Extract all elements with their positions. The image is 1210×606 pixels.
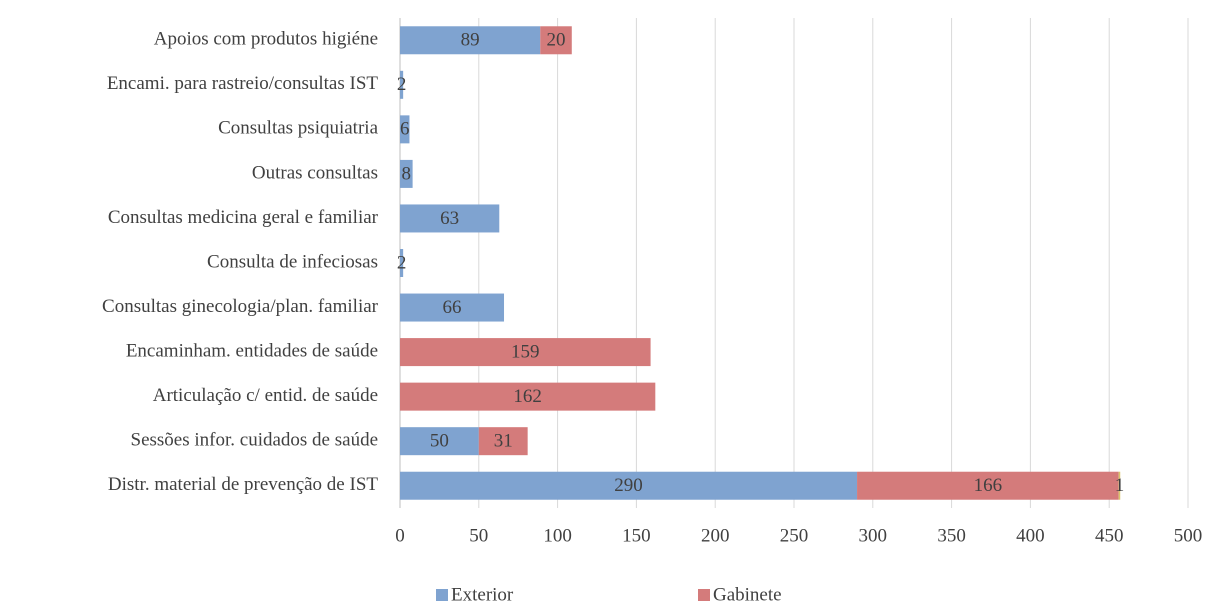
y-tick-label: Encami. para rastreio/consultas IST [107,73,379,94]
bar-segment [400,249,404,277]
legend-label: Exterior [451,584,514,605]
data-label: 63 [440,208,459,229]
y-tick-label: Consultas psiquiatria [218,118,378,139]
data-label: 2 [397,74,407,95]
bar-segment [540,26,572,55]
x-tick-label: 250 [780,525,809,546]
x-tick-label: 50 [469,525,488,546]
data-label: 2 [397,252,407,273]
data-label: 8 [402,163,412,184]
data-label: 89 [461,30,480,51]
data-label: 6 [400,119,410,140]
data-label: 1 [1115,475,1125,496]
x-tick-label: 0 [395,525,405,546]
bar-segment [400,471,858,500]
x-tick-label: 350 [937,525,966,546]
y-tick-label: Encaminham. entidades de saúde [126,340,378,361]
y-tick-label: Outras consultas [252,162,378,183]
bar-segment [478,427,528,456]
bar-segment [400,382,656,411]
y-tick-label: Consultas medicina geral e familiar [108,207,379,228]
data-label: 20 [547,30,566,51]
bar-segment [400,115,410,144]
y-tick-label: Consultas ginecologia/plan. familiar [102,296,379,317]
x-tick-label: 500 [1174,525,1203,546]
bar-segment [400,159,413,188]
x-tick-label: 300 [859,525,888,546]
y-tick-label: Distr. material de prevenção de IST [108,474,379,495]
data-label: 50 [430,431,449,452]
data-label: 31 [494,431,513,452]
x-tick-label: 100 [543,525,572,546]
data-label: 166 [974,475,1003,496]
y-tick-label: Apoios com produtos higiéne [154,29,378,50]
bar-segment [400,26,541,55]
x-tick-label: 200 [701,525,730,546]
data-label: 162 [513,386,542,407]
x-tick-label: 400 [1016,525,1045,546]
bar-segment [400,427,479,456]
bar-segment [1118,471,1121,500]
data-label: 290 [614,475,643,496]
x-tick-label: 450 [1095,525,1124,546]
data-label: 159 [511,341,540,362]
y-tick-label: Consulta de infeciosas [207,251,378,272]
x-tick-label: 150 [622,525,651,546]
bar-segment [400,70,404,99]
bar-segment [400,338,651,367]
y-tick-label: Sessões infor. cuidados de saúde [131,430,378,451]
legend-label: Gabinete [713,584,782,605]
bar-segment [857,471,1119,500]
legend-swatch [698,589,710,601]
y-tick-label: Articulação c/ entid. de saúde [153,385,378,406]
data-label: 66 [443,297,462,318]
bar-segment [400,204,500,233]
bar-segment [400,293,505,322]
legend-swatch [436,589,448,601]
